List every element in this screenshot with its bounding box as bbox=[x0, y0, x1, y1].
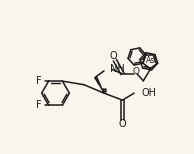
Text: O: O bbox=[109, 51, 117, 61]
Text: OH: OH bbox=[142, 88, 157, 98]
Text: F: F bbox=[36, 76, 42, 86]
Text: O: O bbox=[133, 67, 140, 76]
Text: As: As bbox=[146, 56, 155, 65]
Polygon shape bbox=[94, 76, 104, 93]
Text: O: O bbox=[119, 119, 126, 129]
Text: NH: NH bbox=[110, 64, 125, 74]
Text: F: F bbox=[36, 100, 42, 110]
